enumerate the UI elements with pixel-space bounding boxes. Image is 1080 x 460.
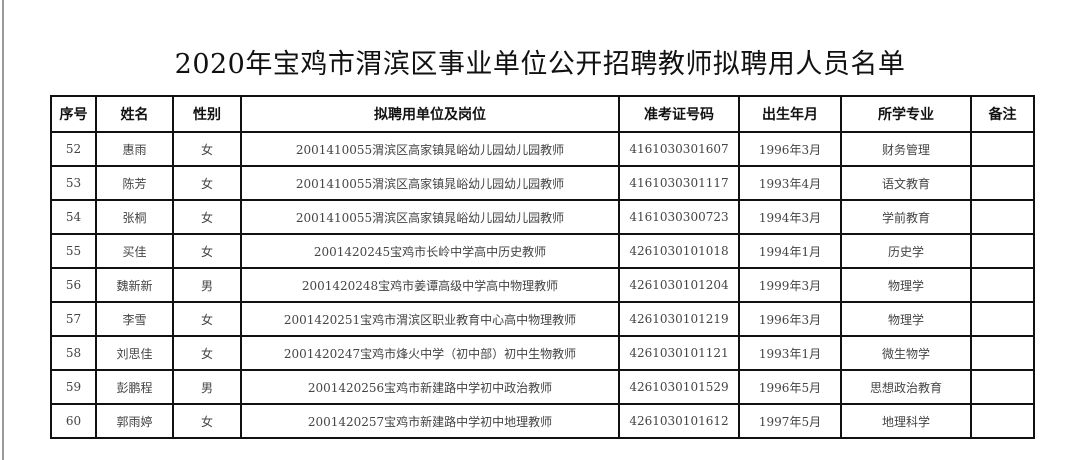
cell-col-major: 思想政治教育 [840, 369, 972, 405]
cell-col-remark [970, 199, 1035, 235]
table-row: 53 陈芳女 2001410055渭滨区高家镇晁峪幼儿园幼儿园教师 416103030… [50, 165, 1035, 201]
cell-col-major: 财务管理 [840, 131, 972, 167]
cell-col-birth: 1996年5月 [738, 369, 842, 405]
cell-col-position: 2001420251宝鸡市渭滨区职业教育中心高中物理教师 [240, 301, 620, 337]
cell-col-birth: 1996年3月 [738, 301, 842, 337]
cell-col-name: 郭雨婷 [95, 403, 174, 439]
cell-col-birth: 1997年5月 [738, 403, 842, 439]
cell-col-index: 57 [50, 301, 97, 337]
cell-col-major: 地理科学 [840, 403, 972, 439]
header-col-remark: 备注 [970, 95, 1035, 133]
cell-col-exam-id: 4261030101612 [618, 403, 740, 439]
cell-col-exam-id: 4261030101121 [618, 335, 740, 371]
cell-col-position: 2001420245宝鸡市长岭中学高中历史教师 [240, 233, 620, 269]
cell-col-name: 魏新新 [95, 267, 174, 303]
cell-col-index: 58 [50, 335, 97, 371]
header-col-birth: 出生年月 [738, 95, 842, 133]
cell-col-position: 2001420247宝鸡市烽火中学（初中部）初中生物教师 [240, 335, 620, 371]
cell-col-gender: 女 [172, 199, 242, 235]
header-col-position: 拟聘用单位及岗位 [240, 95, 620, 133]
cell-col-gender: 女 [172, 335, 242, 371]
cell-col-position: 2001420256宝鸡市新建路中学初中政治教师 [240, 369, 620, 405]
table-row: 52 惠雨女 2001410055渭滨区高家镇晁峪幼儿园幼儿园教师 416103030… [50, 131, 1035, 167]
cell-col-index: 53 [50, 165, 97, 201]
cell-col-index: 60 [50, 403, 97, 439]
cell-col-birth: 1996年3月 [738, 131, 842, 167]
cell-col-major: 物理学 [840, 301, 972, 337]
cell-col-remark [970, 267, 1035, 303]
cell-col-position: 2001420257宝鸡市新建路中学初中地理教师 [240, 403, 620, 439]
cell-col-index: 54 [50, 199, 97, 235]
cell-col-remark [970, 131, 1035, 167]
cell-col-birth: 1994年1月 [738, 233, 842, 269]
cell-col-gender: 女 [172, 131, 242, 167]
cell-col-position: 2001420248宝鸡市姜谭高级中学高中物理教师 [240, 267, 620, 303]
cell-col-exam-id: 4161030301117 [618, 165, 740, 201]
cell-col-remark [970, 165, 1035, 201]
header-col-gender: 性别 [172, 95, 242, 133]
cell-col-gender: 女 [172, 301, 242, 337]
cell-col-birth: 1994年3月 [738, 199, 842, 235]
cell-col-name: 买佳 [95, 233, 174, 269]
table-row: 56 魏新新男 2001420248宝鸡市姜谭高级中学高中物理教师 426103010… [50, 267, 1035, 303]
cell-col-birth: 1993年1月 [738, 335, 842, 371]
cell-col-name: 陈芳 [95, 165, 174, 201]
cell-col-index: 56 [50, 267, 97, 303]
cell-col-gender: 男 [172, 267, 242, 303]
table-row: 60 郭雨婷女 2001420257宝鸡市新建路中学初中地理教师 4261030101… [50, 403, 1035, 439]
header-col-major: 所学专业 [840, 95, 972, 133]
cell-col-remark [970, 301, 1035, 337]
cell-col-name: 彭鹏程 [95, 369, 174, 405]
cell-col-exam-id: 4261030101529 [618, 369, 740, 405]
cell-col-exam-id: 4261030101018 [618, 233, 740, 269]
table-row: 57 李雪女 2001420251宝鸡市渭滨区职业教育中心高中物理教师 4261030… [50, 301, 1035, 337]
cell-col-major: 学前教育 [840, 199, 972, 235]
cell-col-gender: 女 [172, 403, 242, 439]
cell-col-position: 2001410055渭滨区高家镇晁峪幼儿园幼儿园教师 [240, 199, 620, 235]
table-row: 59 彭鹏程男 2001420256宝鸡市新建路中学初中政治教师 4261030101… [50, 369, 1035, 405]
cell-col-index: 59 [50, 369, 97, 405]
cell-col-birth: 1999年3月 [738, 267, 842, 303]
cell-col-major: 语文教育 [840, 165, 972, 201]
page-edge-line [2, 0, 4, 460]
header-col-exam-id: 准考证号码 [618, 95, 740, 133]
table-row: 55 买佳女 2001420245宝鸡市长岭中学高中历史教师 426103010101… [50, 233, 1035, 269]
cell-col-exam-id: 4261030101204 [618, 267, 740, 303]
cell-col-position: 2001410055渭滨区高家镇晁峪幼儿园幼儿园教师 [240, 165, 620, 201]
cell-col-index: 55 [50, 233, 97, 269]
table-row: 54 张桐女 2001410055渭滨区高家镇晁峪幼儿园幼儿园教师 416103030… [50, 199, 1035, 235]
table-header-row: 序号 姓名 性别 拟聘用单位及岗位 准考证号码 出生年月 所学专业 备注 [50, 95, 1035, 133]
cell-col-gender: 女 [172, 165, 242, 201]
cell-col-index: 52 [50, 131, 97, 167]
cell-col-major: 物理学 [840, 267, 972, 303]
cell-col-remark [970, 335, 1035, 371]
cell-col-remark [970, 403, 1035, 439]
cell-col-gender: 女 [172, 233, 242, 269]
table-row: 58 刘思佳女 2001420247宝鸡市烽火中学（初中部）初中生物教师 426103… [50, 335, 1035, 371]
cell-col-exam-id: 4261030101219 [618, 301, 740, 337]
header-col-index: 序号 [50, 95, 97, 133]
header-col-name: 姓名 [95, 95, 174, 133]
cell-col-remark [970, 233, 1035, 269]
cell-col-remark [970, 369, 1035, 405]
cell-col-major: 历史学 [840, 233, 972, 269]
cell-col-name: 刘思佳 [95, 335, 174, 371]
cell-col-exam-id: 4161030300723 [618, 199, 740, 235]
document-title: 2020年宝鸡市渭滨区事业单位公开招聘教师拟聘用人员名单 [174, 49, 906, 80]
cell-col-name: 李雪 [95, 301, 174, 337]
cell-col-exam-id: 4161030301607 [618, 131, 740, 167]
cell-col-name: 张桐 [95, 199, 174, 235]
cell-col-major: 微生物学 [840, 335, 972, 371]
cell-col-birth: 1993年4月 [738, 165, 842, 201]
hiring-list-table: 序号 姓名 性别 拟聘用单位及岗位 准考证号码 出生年月 所学专业 备注 52 惠雨女 20014… [50, 95, 1035, 439]
cell-col-gender: 男 [172, 369, 242, 405]
cell-col-name: 惠雨 [95, 131, 174, 167]
cell-col-position: 2001410055渭滨区高家镇晁峪幼儿园幼儿园教师 [240, 131, 620, 167]
